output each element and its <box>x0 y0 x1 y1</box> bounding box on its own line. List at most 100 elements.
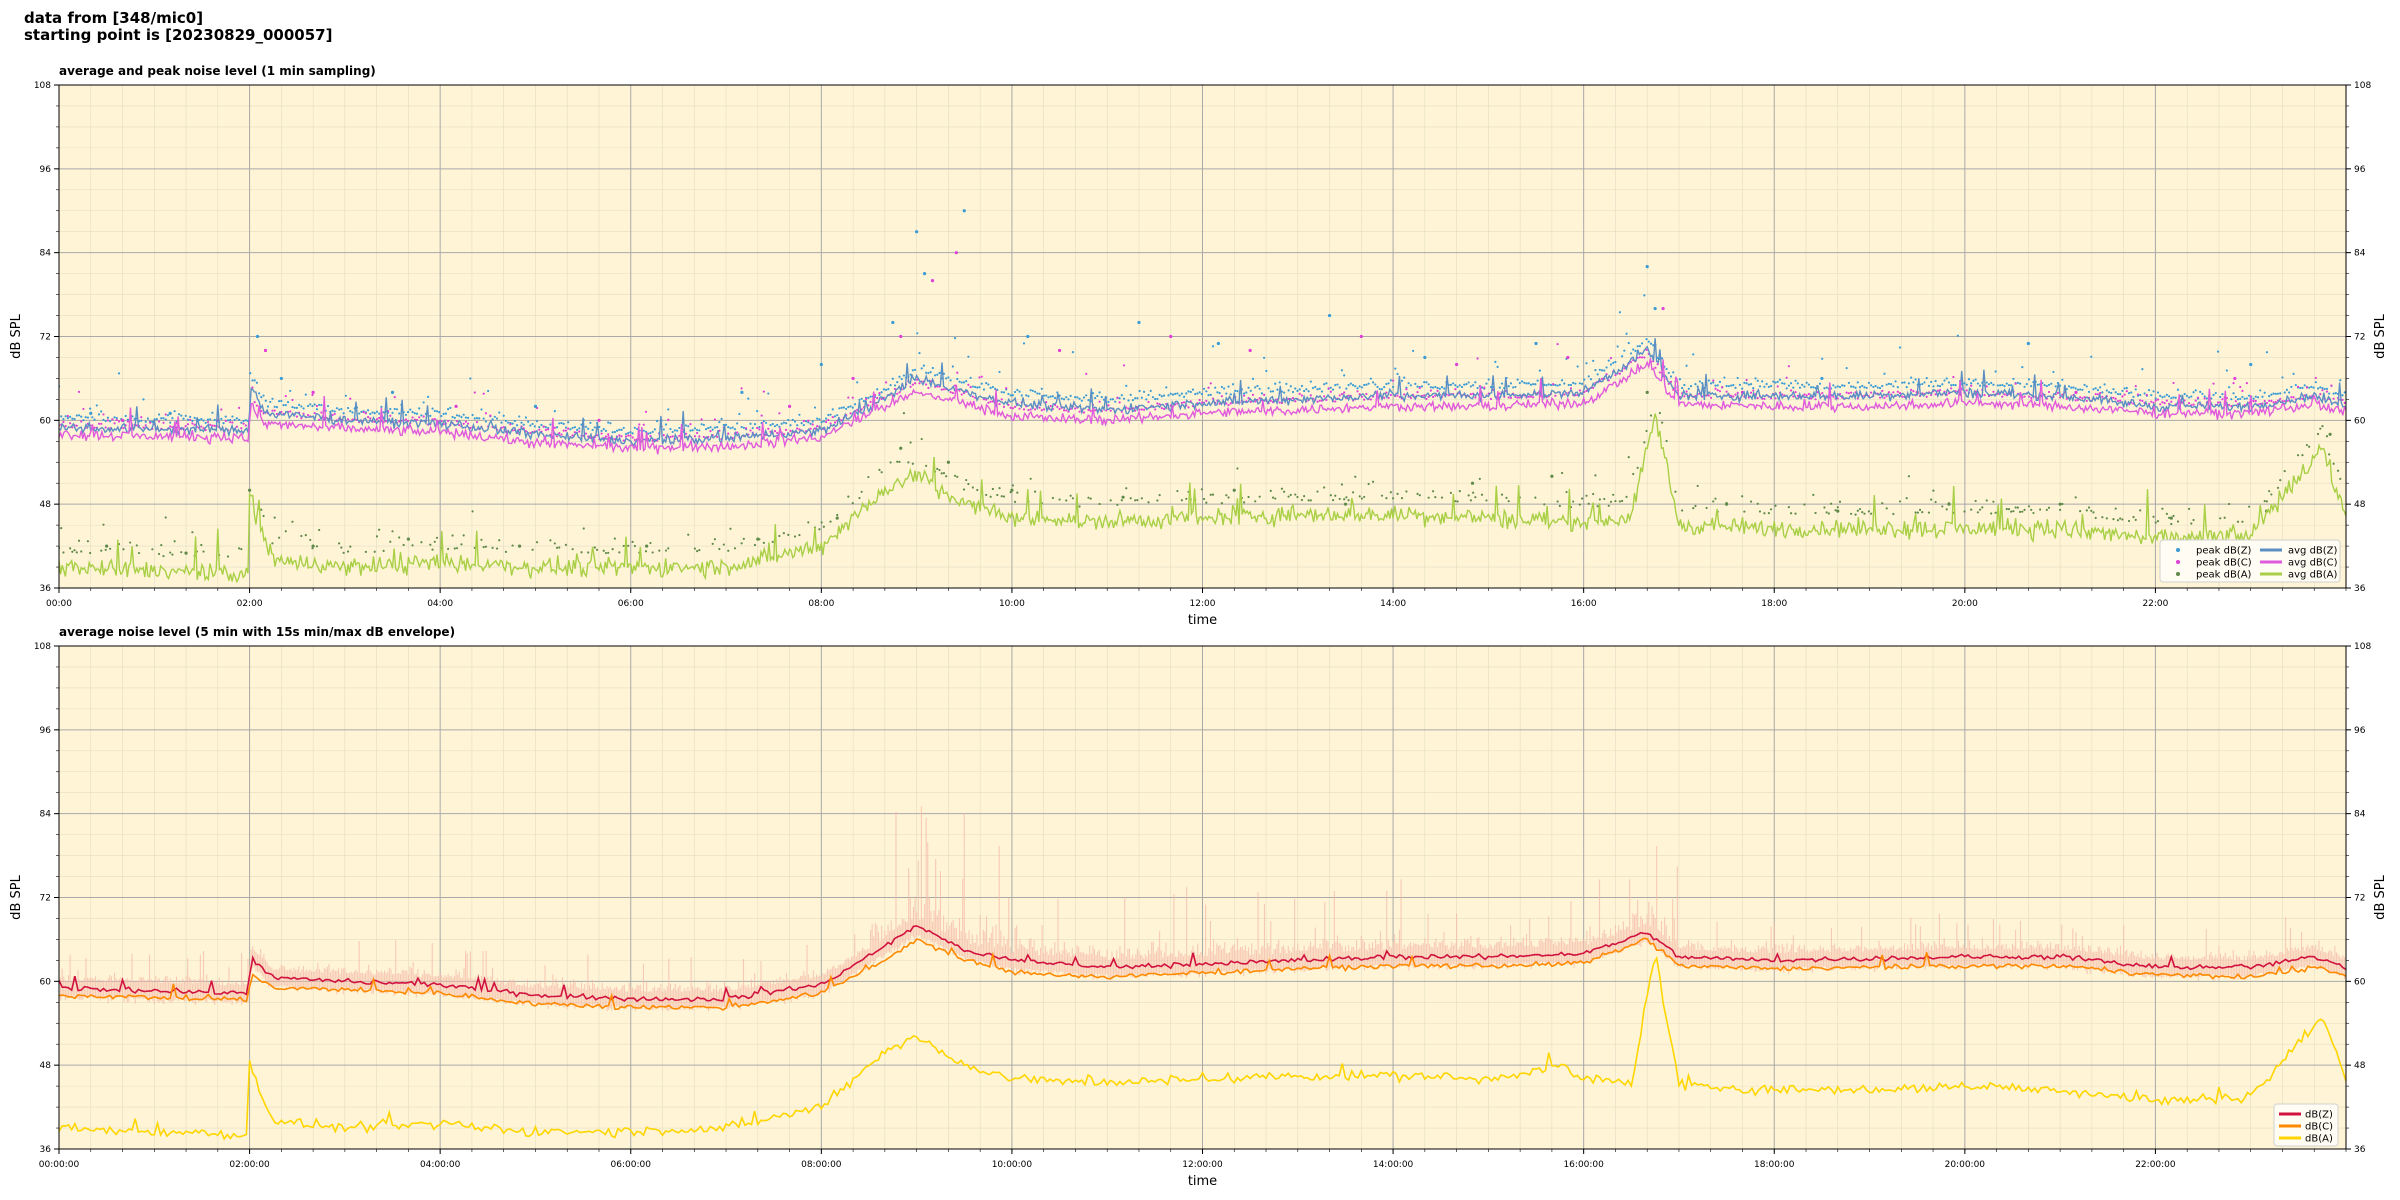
peak-a-point <box>1367 482 1370 486</box>
peak-z-point <box>609 422 612 425</box>
peak-z-point <box>564 426 568 429</box>
peak-a-point <box>1323 486 1326 489</box>
peak-c-point <box>1122 364 1126 367</box>
y-tick-label: 108 <box>34 642 51 652</box>
peak-c-point <box>555 435 559 438</box>
peak-a-point <box>1507 500 1510 503</box>
peak-z-point <box>1314 385 1317 389</box>
peak-c-point <box>1881 389 1884 392</box>
peak-z-point <box>913 368 917 371</box>
peak-a-point <box>1558 504 1561 508</box>
peak-a-point <box>1814 511 1817 515</box>
peak-c-point <box>2136 393 2140 396</box>
peak-c-point <box>284 394 287 398</box>
peak-z-point <box>1865 386 1868 390</box>
peak-c-point <box>622 439 625 442</box>
peak-z-point <box>938 371 941 375</box>
peak-a-point <box>2156 520 2160 523</box>
peak-c-point <box>206 420 210 424</box>
peak-z-point <box>796 424 799 427</box>
peak-z-point <box>976 386 979 389</box>
peak-z-point <box>1645 338 1648 341</box>
peak-c-point <box>1983 393 1986 397</box>
peak-c-point <box>633 438 636 442</box>
peak-z-point <box>1309 380 1312 383</box>
peak-z-point <box>1205 390 1208 393</box>
peak-z-point <box>1809 386 1813 389</box>
peak-z-point <box>671 430 674 434</box>
peak-a-point <box>1087 496 1090 499</box>
peak-a-point <box>2101 516 2104 519</box>
peak-z-point <box>235 417 238 420</box>
peak-z-point <box>2256 396 2260 399</box>
peak-z-point <box>2268 395 2271 398</box>
peak-z-point <box>2303 384 2306 387</box>
peak-z-point <box>956 377 959 381</box>
peak-c-point <box>544 428 548 432</box>
peak-z-point <box>560 421 563 425</box>
peak-c-point <box>1058 407 1061 411</box>
peak-a-point <box>1283 490 1286 493</box>
peak-z-point <box>1985 381 1988 384</box>
peak-a-point <box>162 554 165 558</box>
peak-a-point <box>1396 492 1399 495</box>
peak-z-point <box>395 408 399 411</box>
peak-a-point <box>1180 499 1183 502</box>
peak-a-point <box>1158 494 1161 497</box>
peak-point <box>454 404 458 408</box>
peak-a-point <box>73 549 76 552</box>
peak-z-point <box>451 415 454 419</box>
peak-z-point <box>902 374 906 377</box>
peak-z-point <box>1507 385 1510 388</box>
peak-c-point <box>942 388 946 391</box>
peak-z-point <box>1687 387 1690 390</box>
y-tick-label: 36 <box>40 1145 52 1155</box>
peak-c-point <box>558 431 561 435</box>
peak-a-point <box>1334 494 1337 497</box>
peak-a-point <box>1934 500 1937 504</box>
peak-a-point <box>911 462 914 465</box>
peak-point <box>168 411 172 415</box>
peak-z-point <box>480 408 483 411</box>
peak-a-point <box>564 543 568 546</box>
peak-c-point <box>1325 398 1328 402</box>
peak-z-point <box>2294 383 2297 387</box>
peak-a-point <box>391 530 394 533</box>
y-tick-label-right: 96 <box>2354 165 2366 175</box>
peak-point <box>1455 362 1459 367</box>
peak-a-point <box>2265 500 2269 503</box>
peak-a-point <box>2121 518 2124 521</box>
peak-z-point <box>656 420 659 423</box>
peak-z-point <box>1667 371 1670 375</box>
peak-a-point <box>1927 511 1931 514</box>
peak-a-point <box>1681 509 1684 512</box>
peak-c-point <box>1623 367 1626 370</box>
peak-a-point <box>851 502 854 505</box>
peak-a-point <box>160 543 163 547</box>
peak-c-point <box>1641 356 1644 359</box>
y-axis-label-right: dB SPL <box>2373 313 2388 358</box>
peak-c-point <box>876 396 879 400</box>
peak-a-point <box>1220 502 1223 505</box>
peak-z-point <box>338 408 341 411</box>
peak-z-point <box>146 417 150 420</box>
peak-z-point <box>776 423 779 427</box>
peak-c-point <box>2272 401 2275 404</box>
peak-z-point <box>1925 377 1928 380</box>
peak-a-point <box>1013 500 1017 503</box>
peak-z-point <box>747 397 750 400</box>
peak-z-point <box>95 404 98 407</box>
peak-c-point <box>2196 396 2200 399</box>
peak-z-point <box>1594 369 1597 372</box>
peak-c-point <box>1200 401 1203 404</box>
peak-z-point <box>816 417 819 420</box>
peak-z-point <box>1271 390 1275 393</box>
peak-c-point <box>684 432 688 435</box>
peak-z-point <box>1156 397 1159 401</box>
peak-z-point <box>467 416 470 419</box>
peak-z-point <box>1518 381 1521 385</box>
peak-z-point <box>1087 399 1090 402</box>
peak-z-point <box>182 417 185 420</box>
peak-c-point <box>1180 401 1183 404</box>
peak-c-point <box>916 378 919 381</box>
